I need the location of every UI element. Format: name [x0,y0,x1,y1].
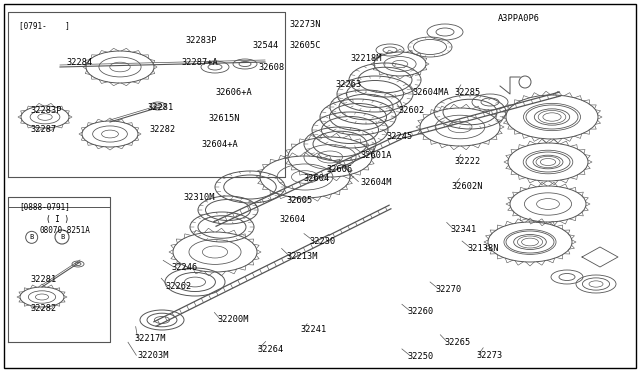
Text: 32283P: 32283P [186,36,217,45]
Text: 32262: 32262 [165,282,191,291]
Text: 32218M: 32218M [351,54,382,63]
Text: 32606: 32606 [326,165,353,174]
Text: 32273: 32273 [476,351,502,360]
Text: 32285: 32285 [454,88,481,97]
Text: 32281: 32281 [147,103,173,112]
Text: 32604+A: 32604+A [202,140,238,149]
Text: 32608: 32608 [259,63,285,72]
Text: 08070-8251A: 08070-8251A [40,226,90,235]
Text: 32602: 32602 [398,106,424,115]
Text: 32602N: 32602N [452,182,483,190]
Text: 32282: 32282 [150,125,176,134]
Text: 32283P: 32283P [31,106,62,115]
Text: 32222: 32222 [454,157,481,166]
Text: 32213M: 32213M [287,252,318,261]
Text: 32217M: 32217M [134,334,166,343]
Text: 32260: 32260 [407,307,433,316]
Text: 32605: 32605 [287,196,313,205]
Text: 32270: 32270 [435,285,461,294]
Text: 32282: 32282 [31,304,57,313]
Text: [0791-    ]: [0791- ] [19,21,70,30]
Text: ( I ): ( I ) [46,215,69,224]
Text: 32604MA: 32604MA [412,88,449,97]
Text: 32265: 32265 [444,338,470,347]
Text: 32284: 32284 [67,58,93,67]
Text: B: B [60,234,64,240]
Text: 32281: 32281 [31,275,57,283]
Text: 32310M: 32310M [183,193,214,202]
Text: 32250: 32250 [407,352,433,361]
Text: 32230: 32230 [310,237,336,246]
Text: 32605C: 32605C [290,41,321,50]
Text: 32263: 32263 [335,80,362,89]
Text: 32601A: 32601A [361,151,392,160]
Text: 32203M: 32203M [138,351,169,360]
Text: 32200M: 32200M [218,315,249,324]
Text: 32341: 32341 [451,225,477,234]
Text: 32264: 32264 [257,345,284,354]
Text: 32604: 32604 [303,174,330,183]
Text: 32241: 32241 [301,325,327,334]
Text: 32246: 32246 [172,263,198,272]
Text: B: B [29,234,34,240]
Text: 32287+A: 32287+A [182,58,218,67]
Text: A3PPA0P6: A3PPA0P6 [498,14,540,23]
Text: 32615N: 32615N [209,114,240,123]
Text: 32604: 32604 [280,215,306,224]
Text: 32273N: 32273N [289,20,321,29]
Text: 32604M: 32604M [361,178,392,187]
Text: 32138N: 32138N [467,244,499,253]
Text: 32606+A: 32606+A [215,88,252,97]
Text: 32287: 32287 [31,125,57,134]
Text: 32245: 32245 [387,132,413,141]
Text: 32544: 32544 [252,41,278,50]
Text: [0888-0791]: [0888-0791] [19,202,70,211]
